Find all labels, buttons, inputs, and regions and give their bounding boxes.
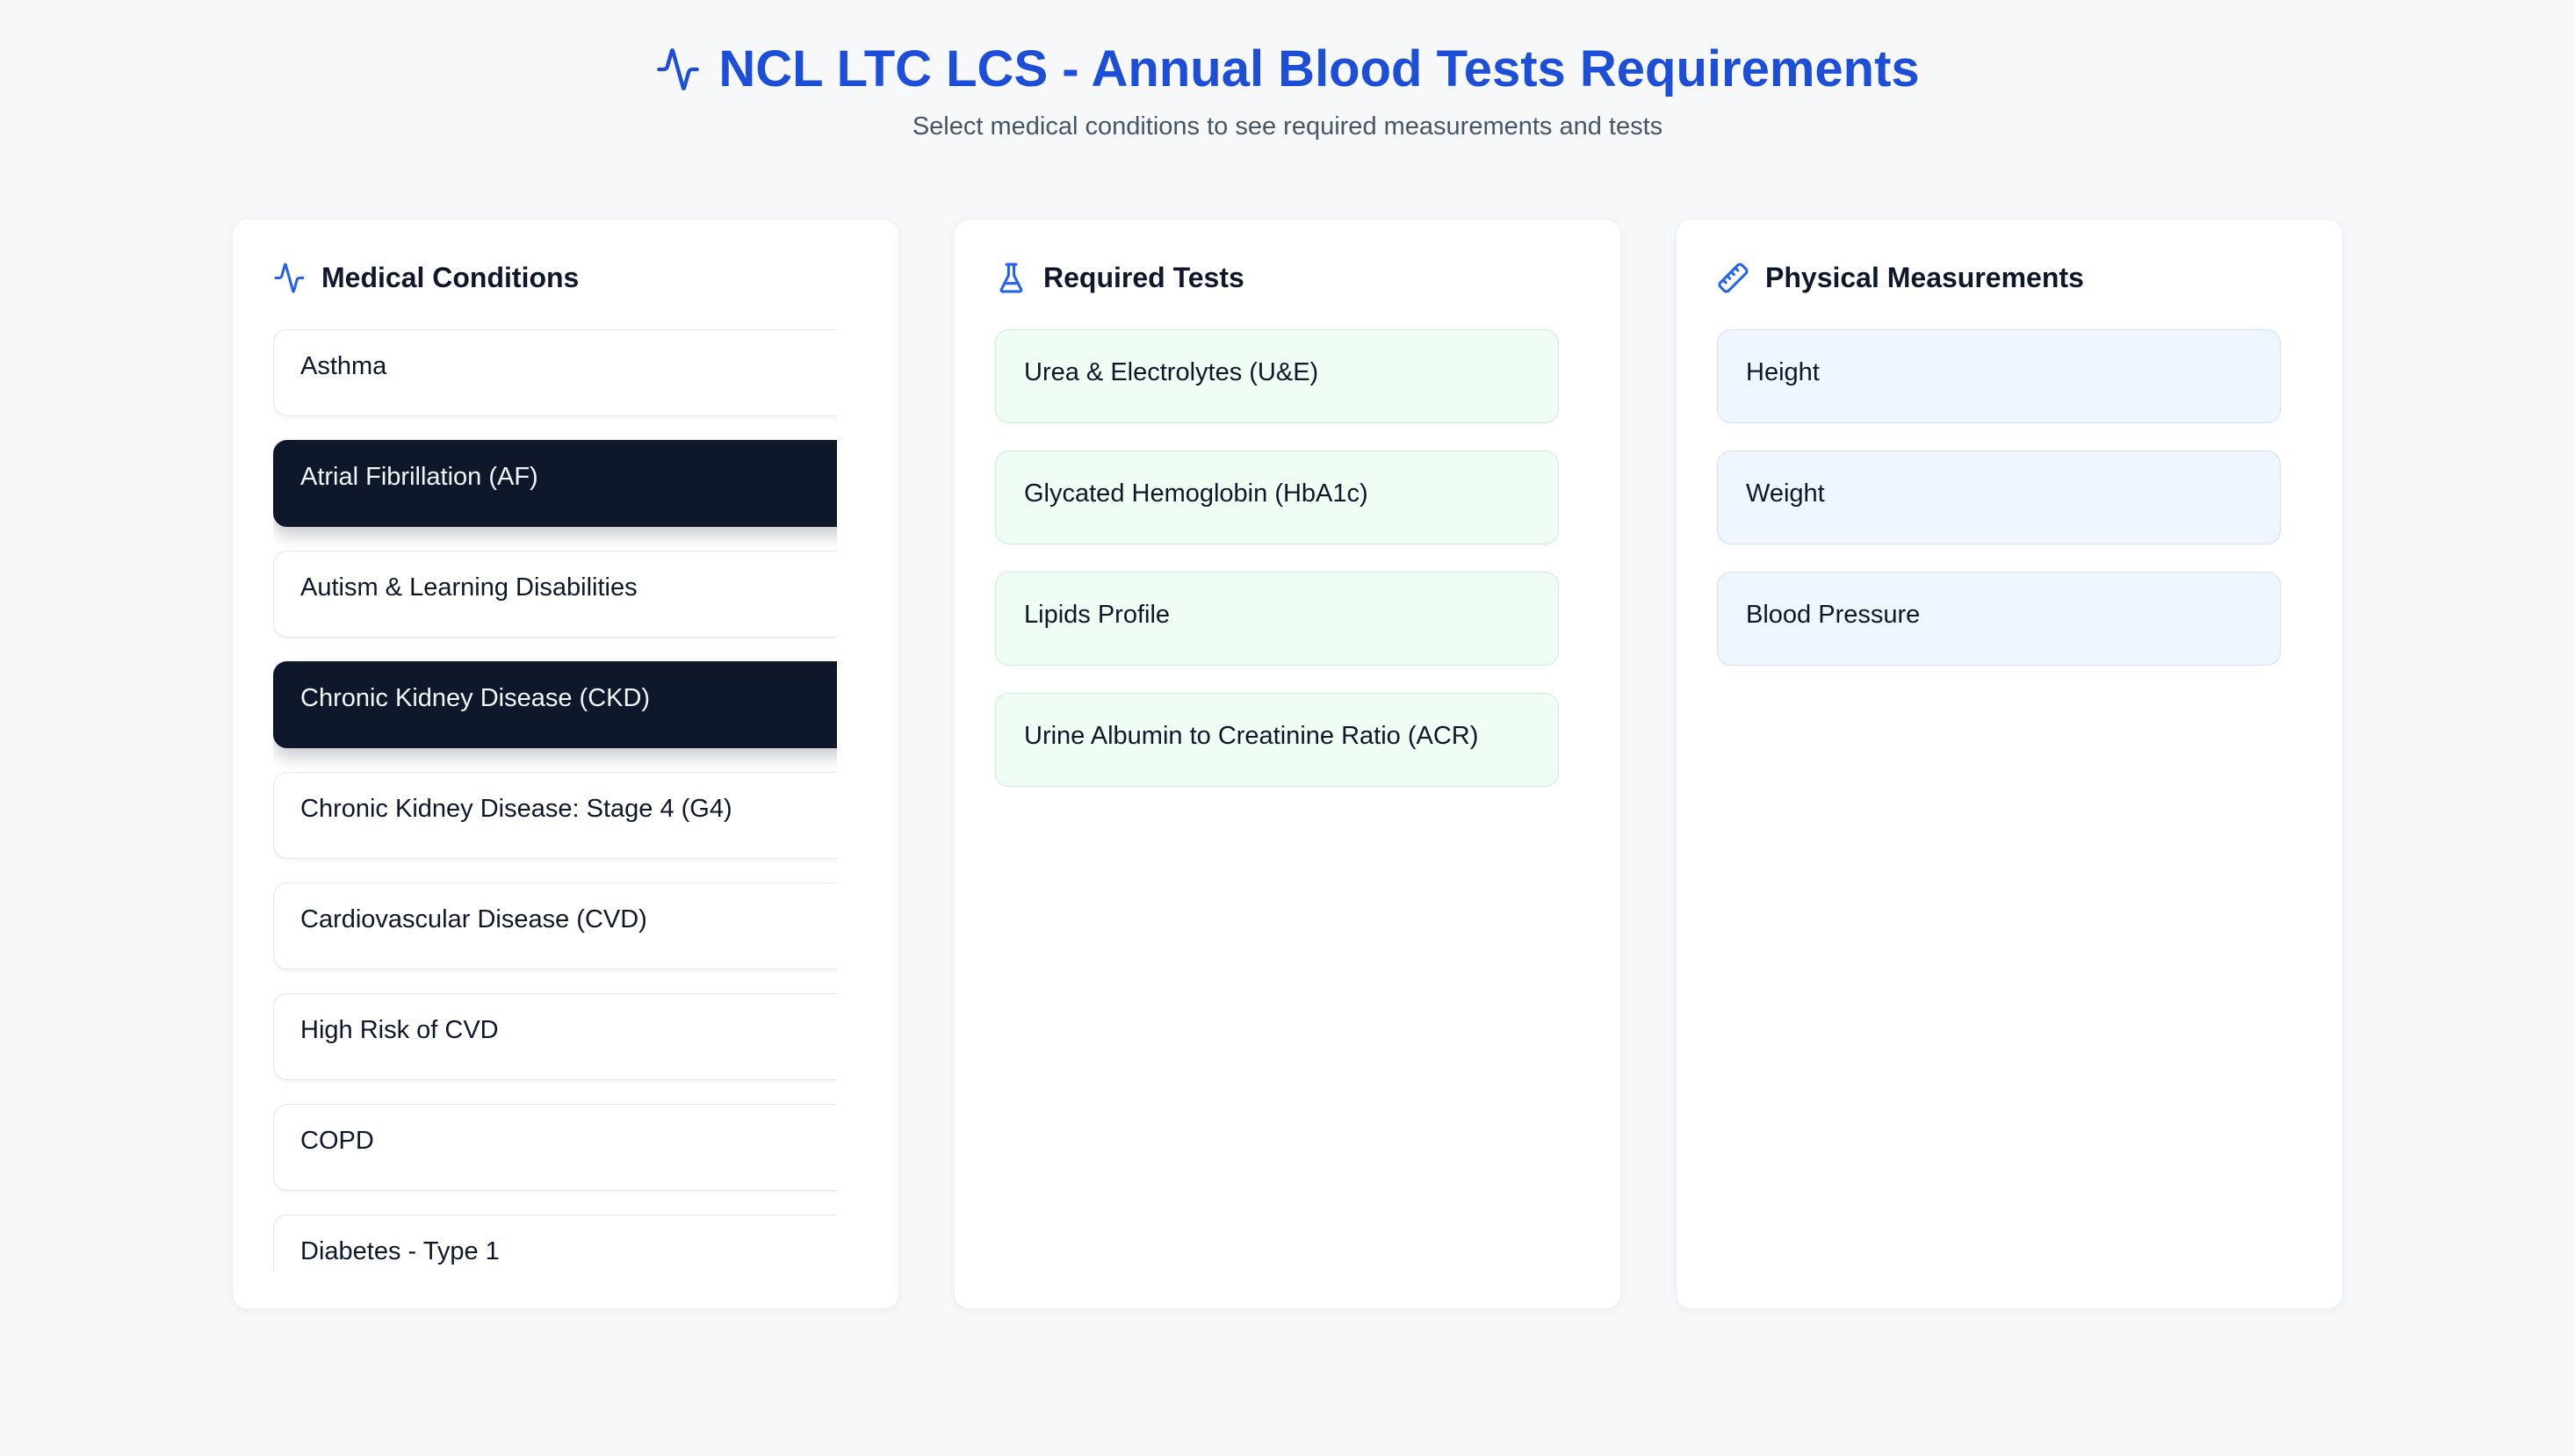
condition-item[interactable]: High Risk of CVD — [273, 992, 837, 1080]
panel-required-tests: Required Tests Urea & Electrolytes (U&E)… — [954, 218, 1621, 1309]
conditions-list[interactable]: Asthma Atrial Fibrillation (AF) Autism & L… — [273, 328, 837, 1271]
page-subtitle: Select medical conditions to see require… — [912, 112, 1663, 141]
test-item: Glycated Hemoglobin (HbA1c) — [995, 450, 1559, 544]
measurement-label: Blood Pressure — [1746, 600, 1921, 629]
condition-label: Chronic Kidney Disease: Stage 4 (G4) — [300, 794, 732, 823]
flask-icon — [999, 263, 1023, 293]
tests-list: Urea & Electrolytes (U&E) Glycated Hemogl… — [995, 328, 1559, 787]
condition-label: Asthma — [300, 351, 387, 380]
condition-label: Diabetes - Type 1 — [300, 1236, 500, 1265]
measurements-list: Height Weight Blood Pressure — [1717, 328, 2281, 666]
page-title-row: NCL LTC LCS - Annual Blood Tests Require… — [655, 39, 1920, 100]
measurement-label: Weight — [1746, 479, 1825, 508]
condition-item[interactable]: Cardiovascular Disease (CVD) — [273, 882, 837, 969]
test-label: Lipids Profile — [1024, 600, 1171, 629]
test-item: Urea & Electrolytes (U&E) — [995, 328, 1559, 423]
panel-title-physical-measurements: Physical Measurements — [1765, 261, 2084, 293]
panel-physical-measurements: Physical Measurements Height Weight Blood … — [1676, 218, 2343, 1309]
panel-title-required-tests: Required Tests — [1043, 261, 1244, 293]
condition-label: Cardiovascular Disease (CVD) — [300, 905, 647, 933]
panel-title-medical-conditions: Medical Conditions — [321, 261, 580, 293]
condition-item[interactable]: Autism & Learning Disabilities — [273, 550, 837, 638]
condition-item[interactable]: Chronic Kidney Disease (CKD) — [273, 660, 837, 748]
condition-item[interactable]: Diabetes - Type 1 — [273, 1214, 837, 1271]
panel-medical-conditions: Medical Conditions Asthma Atrial Fibrilla… — [232, 218, 899, 1309]
measurement-item: Blood Pressure — [1717, 571, 2281, 666]
test-item: Urine Albumin to Creatinine Ratio (ACR) — [995, 692, 1559, 787]
condition-label: High Risk of CVD — [300, 1015, 499, 1044]
condition-label: Atrial Fibrillation (AF) — [300, 462, 538, 491]
page-title: NCL LTC LCS - Annual Blood Tests Require… — [718, 40, 1920, 97]
test-item: Lipids Profile — [995, 571, 1559, 666]
test-label: Urea & Electrolytes (U&E) — [1024, 357, 1319, 386]
condition-label: COPD — [300, 1126, 374, 1155]
medical-conditions-header: Medical Conditions — [273, 262, 837, 294]
page-header: NCL LTC LCS - Annual Blood Tests Require… — [0, 39, 2575, 141]
physical-measurements-header: Physical Measurements — [1717, 262, 2281, 294]
measurement-item: Weight — [1717, 450, 2281, 544]
condition-item[interactable]: Asthma — [273, 328, 837, 416]
condition-label: Autism & Learning Disabilities — [300, 573, 638, 602]
test-label: Urine Albumin to Creatinine Ratio (ACR) — [1024, 721, 1479, 750]
measurement-item: Height — [1717, 328, 2281, 423]
panels-row: Medical Conditions Asthma Atrial Fibrilla… — [232, 218, 2343, 1309]
test-label: Glycated Hemoglobin (HbA1c) — [1024, 479, 1368, 508]
condition-item[interactable]: COPD — [273, 1103, 837, 1191]
condition-item[interactable]: Atrial Fibrillation (AF) — [273, 439, 837, 527]
condition-label: Chronic Kidney Disease (CKD) — [300, 683, 651, 712]
required-tests-header: Required Tests — [995, 262, 1559, 294]
measurement-label: Height — [1746, 357, 1820, 386]
activity-icon — [657, 47, 700, 90]
activity-icon — [274, 263, 305, 293]
ruler-icon — [1718, 263, 1749, 293]
condition-item[interactable]: Chronic Kidney Disease: Stage 4 (G4) — [273, 771, 837, 859]
